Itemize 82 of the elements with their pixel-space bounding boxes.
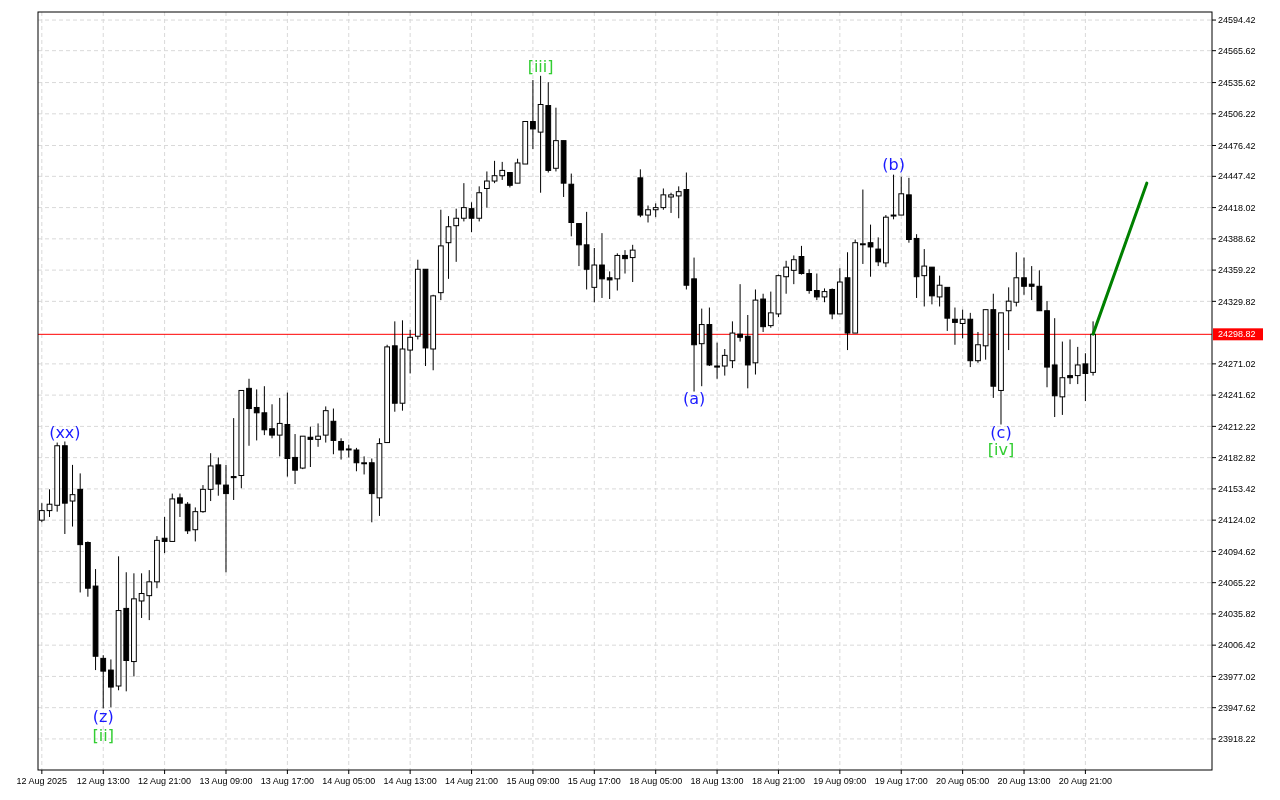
y-tick-label: 23977.02 bbox=[1218, 671, 1256, 682]
y-tick-label: 23918.22 bbox=[1218, 734, 1256, 745]
candlestick bbox=[100, 654, 107, 709]
x-tick-label: 15 Aug 17:00 bbox=[567, 776, 621, 786]
candlestick bbox=[246, 378, 252, 447]
y-tick-label: 24153.42 bbox=[1218, 484, 1256, 495]
candlestick bbox=[629, 244, 636, 283]
candlestick bbox=[484, 170, 490, 209]
y-tick-label: 24329.82 bbox=[1218, 296, 1256, 307]
candlestick bbox=[599, 232, 605, 299]
y-tick-label: 24094.62 bbox=[1218, 546, 1256, 557]
y-tick-label: 24565.62 bbox=[1218, 45, 1256, 56]
x-tick-label: 12 Aug 13:00 bbox=[76, 776, 130, 786]
candlestick bbox=[445, 215, 452, 280]
y-tick-label: 24359.22 bbox=[1218, 265, 1256, 276]
x-tick-label: 20 Aug 21:00 bbox=[1058, 776, 1112, 786]
candlestick bbox=[1021, 257, 1027, 296]
y-tick-label: 24182.82 bbox=[1218, 452, 1256, 463]
candlestick bbox=[859, 189, 866, 265]
y-tick-label: 24388.62 bbox=[1218, 234, 1256, 244]
candlestick bbox=[200, 484, 206, 514]
candlestick bbox=[737, 283, 743, 343]
candlestick bbox=[292, 433, 298, 485]
candlestick bbox=[361, 455, 367, 475]
candlestick bbox=[783, 260, 790, 295]
candlestick bbox=[315, 422, 321, 448]
y-tick-label: 24124.02 bbox=[1218, 515, 1256, 526]
x-tick-label: 13 Aug 17:00 bbox=[260, 776, 314, 786]
y-tick-label: 24065.22 bbox=[1218, 577, 1256, 588]
candlestick bbox=[975, 331, 981, 364]
annotation: (b) bbox=[882, 154, 905, 174]
annotation: (xx) bbox=[49, 422, 81, 442]
candlestick bbox=[714, 342, 720, 380]
x-tick-label: 18 Aug 05:00 bbox=[629, 776, 683, 786]
x-tick-label: 20 Aug 05:00 bbox=[936, 776, 990, 786]
y-tick-label: 24476.42 bbox=[1218, 140, 1256, 151]
y-tick-label: 24506.22 bbox=[1218, 108, 1256, 119]
candlestick bbox=[645, 204, 651, 223]
candlestick bbox=[622, 249, 628, 275]
annotation: [ii] bbox=[92, 725, 114, 745]
x-tick-label: 19 Aug 17:00 bbox=[874, 776, 928, 786]
candlestick bbox=[269, 403, 275, 439]
candlestick bbox=[668, 192, 674, 214]
x-tick-label: 12 Aug 2025 bbox=[16, 776, 68, 786]
candlestick bbox=[875, 236, 882, 267]
x-tick-label: 12 Aug 21:00 bbox=[138, 776, 192, 786]
x-tick-label: 18 Aug 13:00 bbox=[690, 776, 744, 786]
candlestick bbox=[223, 464, 229, 573]
candlestick bbox=[108, 658, 114, 708]
y-tick-label: 24241.62 bbox=[1218, 390, 1256, 401]
candlestick bbox=[460, 182, 467, 222]
x-tick-label: 15 Aug 09:00 bbox=[506, 776, 560, 786]
y-tick-label: 24447.42 bbox=[1218, 171, 1256, 182]
candlestick bbox=[453, 208, 460, 263]
y-tick-label: 23947.62 bbox=[1218, 702, 1256, 713]
y-tick-label: 24271.02 bbox=[1218, 359, 1256, 370]
candlestick bbox=[177, 493, 183, 518]
x-tick-label: 20 Aug 13:00 bbox=[997, 776, 1051, 786]
x-tick-label: 14 Aug 13:00 bbox=[383, 776, 437, 786]
y-tick-label: 24418.02 bbox=[1218, 202, 1256, 213]
candlestick bbox=[1067, 338, 1073, 385]
annotation: [iii] bbox=[527, 57, 554, 77]
x-tick-label: 19 Aug 09:00 bbox=[813, 776, 867, 786]
y-tick-label: 24035.82 bbox=[1218, 609, 1256, 620]
annotation: (a) bbox=[682, 389, 706, 409]
annotation: (z) bbox=[92, 706, 114, 726]
x-tick-label: 13 Aug 09:00 bbox=[199, 776, 253, 786]
x-tick-label: 14 Aug 21:00 bbox=[445, 776, 499, 786]
y-tick-label: 24006.42 bbox=[1218, 640, 1256, 651]
x-tick-label: 18 Aug 21:00 bbox=[751, 776, 805, 786]
candlestick bbox=[230, 417, 237, 501]
ref-line-label: 24298.82 bbox=[1218, 329, 1256, 340]
x-tick-label: 14 Aug 05:00 bbox=[322, 776, 376, 786]
candlestick bbox=[952, 307, 958, 346]
candlestick bbox=[530, 79, 536, 150]
y-tick-label: 24212.22 bbox=[1218, 421, 1256, 432]
y-tick-label: 24535.62 bbox=[1218, 77, 1256, 88]
candlestick bbox=[576, 223, 582, 267]
candlestick bbox=[867, 224, 874, 278]
candlestick bbox=[338, 437, 344, 461]
y-tick-label: 24594.42 bbox=[1218, 15, 1256, 26]
annotation: (c) bbox=[990, 422, 1012, 442]
